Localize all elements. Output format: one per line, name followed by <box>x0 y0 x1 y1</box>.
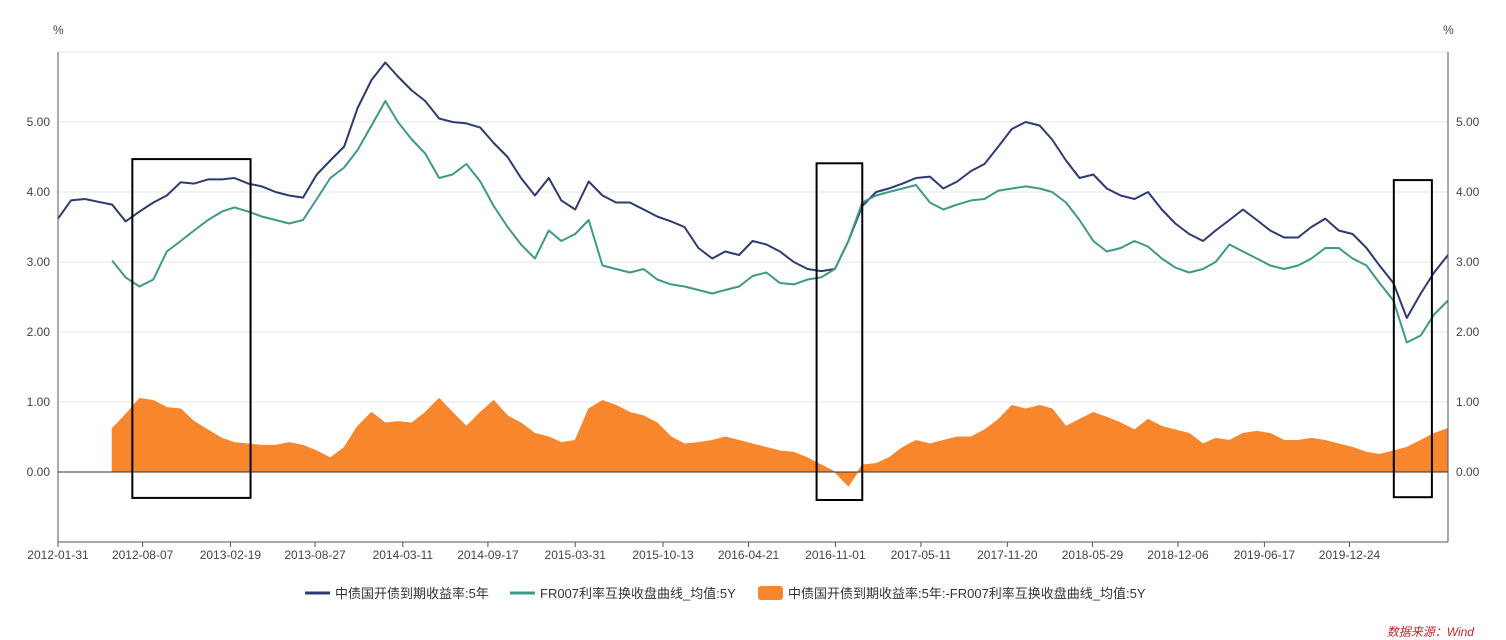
x-tick-7: 2015-10-13 <box>632 548 694 562</box>
x-tick-6: 2015-03-31 <box>545 548 607 562</box>
y-tick-right-0: 0.00 <box>1456 465 1480 479</box>
annotation-boxes <box>131 158 1433 502</box>
x-tick-9: 2016-11-01 <box>805 548 866 562</box>
legend-item-fr007-swap[interactable]: FR007利率互换收盘曲线_均值:5Y <box>510 586 736 601</box>
y-tick-left-3: 3.00 <box>27 255 51 269</box>
y-tick-right-2: 2.00 <box>1456 325 1480 339</box>
y-tick-left-4: 4.00 <box>27 185 51 199</box>
x-tick-13: 2018-12-06 <box>1147 548 1209 562</box>
annotation-box-0 <box>131 158 252 499</box>
y-tick-left-0: 0.00 <box>27 465 51 479</box>
legend-swatch-spread <box>758 586 783 600</box>
legend-label-spread: 中债国开债到期收益率:5年:-FR007利率互换收盘曲线_均值:5Y <box>788 586 1146 601</box>
x-tick-10: 2017-05-11 <box>891 548 952 562</box>
y-tick-right-1: 1.00 <box>1456 395 1480 409</box>
y-axis-left-unit: % <box>53 23 64 37</box>
y-tick-right-3: 3.00 <box>1456 255 1480 269</box>
x-axis-ticks: 2012-01-31 2012-08-07 2013-02-19 2013-08-27… <box>27 542 1380 562</box>
y-axis-left-ticks: 0.00 1.00 2.00 3.00 4.00 5.00 <box>27 115 51 479</box>
x-tick-0: 2012-01-31 <box>27 548 89 562</box>
series-spread-area <box>111 397 1449 487</box>
x-tick-5: 2014-09-17 <box>457 548 519 562</box>
legend-label-5y-yield: 中债国开债到期收益率:5年 <box>335 586 489 601</box>
annotation-box-1 <box>815 162 864 502</box>
spread-area-series <box>111 397 1449 487</box>
x-tick-12: 2018-05-29 <box>1062 548 1124 562</box>
axes: % % <box>53 23 1454 543</box>
legend: 中债国开债到期收益率:5年 FR007利率互换收盘曲线_均值:5Y 中债国开债到… <box>305 586 1146 601</box>
y-axis-right-unit: % <box>1443 23 1454 37</box>
x-tick-8: 2016-04-21 <box>718 548 780 562</box>
legend-item-spread[interactable]: 中债国开债到期收益率:5年:-FR007利率互换收盘曲线_均值:5Y <box>758 586 1146 601</box>
x-tick-2: 2013-02-19 <box>200 548 262 562</box>
series-line-0 <box>57 61 1449 319</box>
y-tick-left-2: 2.00 <box>27 325 51 339</box>
y-tick-right-4: 4.00 <box>1456 185 1480 199</box>
y-tick-left-1: 1.00 <box>27 395 51 409</box>
grid-lines <box>58 51 1448 473</box>
legend-label-fr007-swap: FR007利率互换收盘曲线_均值:5Y <box>540 586 736 601</box>
annotation-box-2 <box>1392 179 1433 499</box>
x-tick-4: 2014-03-11 <box>373 548 434 562</box>
x-tick-11: 2017-11-20 <box>977 548 1038 562</box>
line-series <box>57 61 1449 344</box>
source-note: 数据来源：Wind <box>1387 625 1475 639</box>
x-tick-3: 2013-08-27 <box>284 548 346 562</box>
series-line-1 <box>111 100 1449 344</box>
legend-item-5y-yield[interactable]: 中债国开债到期收益率:5年 <box>305 586 489 601</box>
y-tick-left-5: 5.00 <box>27 115 51 129</box>
x-tick-1: 2012-08-07 <box>112 548 174 562</box>
x-tick-15: 2019-12-24 <box>1319 548 1381 562</box>
y-axis-right-ticks: 0.00 1.00 2.00 3.00 4.00 5.00 <box>1456 115 1480 479</box>
x-tick-14: 2019-06-17 <box>1234 548 1296 562</box>
y-tick-right-5: 5.00 <box>1456 115 1480 129</box>
